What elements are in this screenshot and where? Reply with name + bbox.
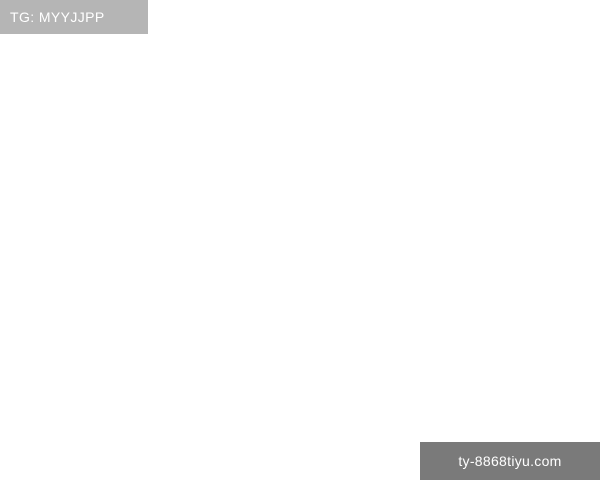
footer-text: ty-8868tiyu.com bbox=[458, 453, 562, 469]
figure-area bbox=[0, 34, 600, 414]
footer-banner: ty-8868tiyu.com bbox=[420, 442, 600, 480]
header-banner: TG: MYYJJPP bbox=[0, 0, 148, 34]
header-text: TG: MYYJJPP bbox=[10, 9, 105, 25]
